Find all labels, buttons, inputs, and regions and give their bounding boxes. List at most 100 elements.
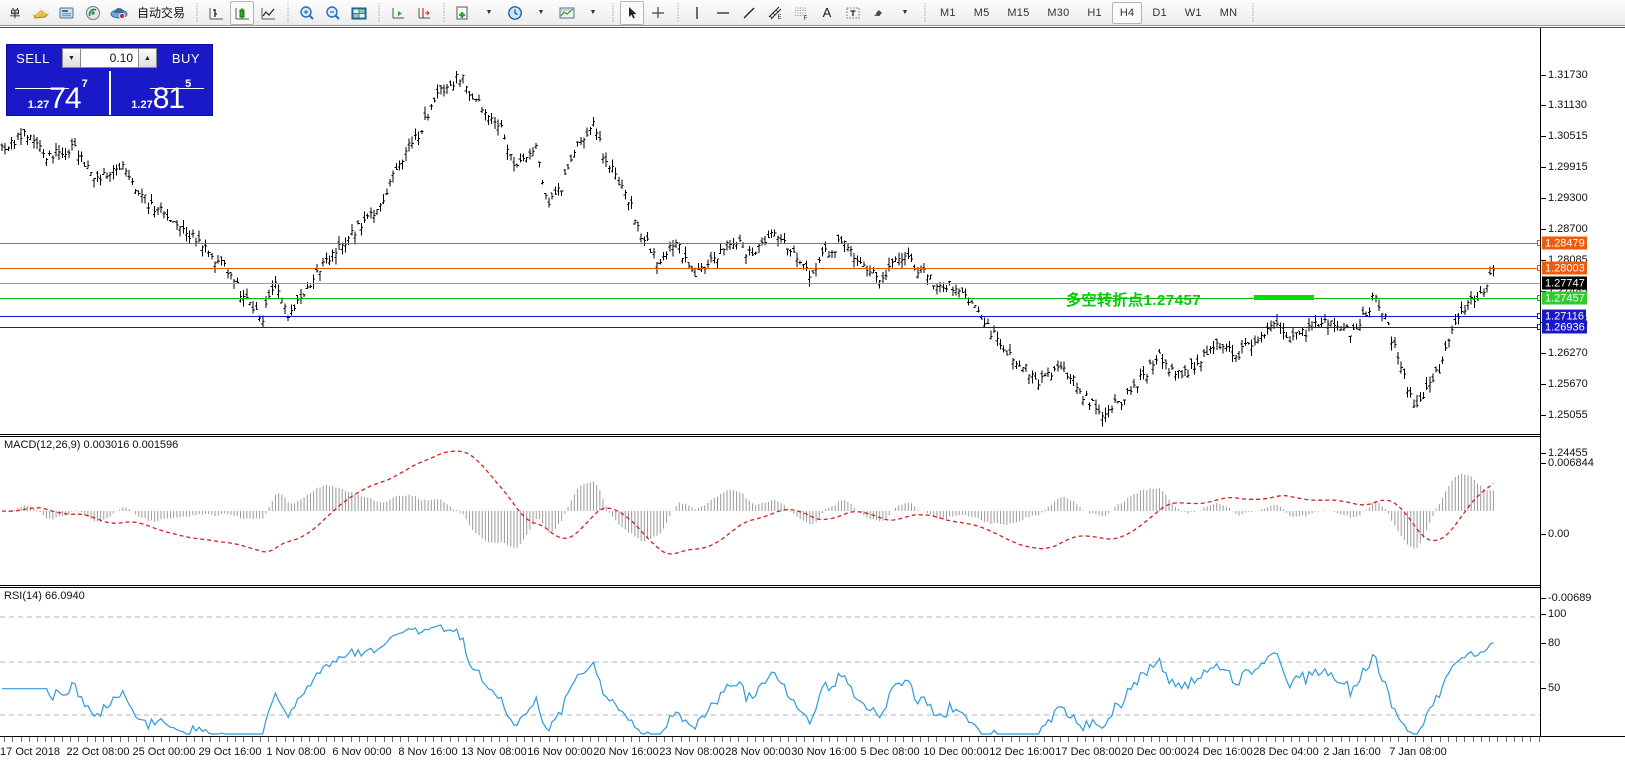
templates-icon[interactable] [555, 1, 579, 25]
news-icon[interactable] [55, 1, 79, 25]
chart-shift-icon[interactable] [412, 1, 436, 25]
autotrading-button[interactable]: 自动交易 [137, 6, 186, 20]
data-window-icon[interactable] [347, 1, 371, 25]
time-tick [895, 737, 896, 742]
time-axis-label: 2 Jan 16:00 [1323, 746, 1381, 758]
zoom-in-icon[interactable] [295, 1, 319, 25]
sell-button[interactable]: SELL [16, 50, 50, 66]
time-tick [730, 737, 731, 742]
price-tag-support-1[interactable]: 1.27116 [1542, 309, 1586, 323]
pane-separator-macd[interactable] [0, 434, 1625, 437]
time-axis-label: 28 Dec 04:00 [1253, 746, 1319, 758]
timeframe-m30[interactable]: M30 [1047, 6, 1070, 19]
text-label-icon[interactable]: A [822, 5, 832, 20]
level-line-support-1[interactable] [0, 316, 1540, 317]
time-tick [1101, 737, 1103, 742]
horizontal-line-icon[interactable] [711, 1, 735, 25]
time-tick [614, 737, 616, 742]
price-tag-resistance-2[interactable]: 1.28003 [1542, 261, 1587, 275]
timeframe-h1[interactable]: H1 [1087, 6, 1102, 19]
cursor-icon[interactable] [620, 0, 645, 25]
volume-increase-icon[interactable]: ▲ [138, 48, 157, 68]
bar-chart-icon[interactable] [204, 1, 228, 25]
period-dropdown[interactable]: ▼ [537, 9, 545, 16]
auto-scroll-icon[interactable] [386, 1, 410, 25]
price-tag-support-2[interactable]: 1.26936 [1542, 320, 1587, 334]
shapes-icon[interactable] [867, 1, 891, 25]
time-tick [680, 737, 682, 742]
line-chart-icon[interactable] [256, 1, 280, 25]
level-line-pivot[interactable] [0, 298, 1540, 299]
timeframe-h4[interactable]: H4 [1111, 1, 1143, 24]
pivot-annotation-bar[interactable] [1254, 295, 1314, 300]
zoom-out-icon[interactable] [321, 1, 345, 25]
time-tick [383, 737, 385, 742]
shapes-dropdown[interactable]: ▼ [901, 9, 909, 16]
level-line-support-2[interactable] [0, 327, 1540, 328]
volume-decrease-icon[interactable]: ▼ [62, 48, 81, 68]
price-tick [1541, 384, 1546, 385]
price-tag-resistance-1[interactable]: 1.28479 [1542, 236, 1587, 250]
one-click-trading-panel[interactable]: SELL ▼ 0.10 ▲ BUY 1.27 74 7 1.27 [6, 44, 213, 116]
time-tick [985, 737, 987, 742]
order-icon[interactable]: 单 [9, 7, 21, 20]
level-line-resistance-2[interactable] [0, 268, 1540, 269]
macd-pane[interactable]: MACD(12,26,9) 0.003016 0.001596 [0, 437, 1540, 585]
time-tick [144, 737, 146, 742]
price-tick [1541, 534, 1546, 535]
bar-icon[interactable] [29, 1, 53, 25]
time-axis-label: 10 Dec 00:00 [923, 746, 989, 758]
templates-dropdown[interactable]: ▼ [589, 9, 597, 16]
volume-stepper[interactable]: ▼ 0.10 ▲ [59, 45, 160, 71]
time-tick [936, 737, 938, 742]
macd-plot [1, 450, 1494, 555]
period-icon[interactable] [503, 1, 527, 25]
text-icon[interactable] [841, 1, 865, 25]
price-tick [1541, 105, 1546, 106]
time-tick [1109, 737, 1111, 742]
rsi-pane[interactable]: RSI(14) 66.0940 [0, 588, 1540, 736]
price-pane[interactable] [0, 28, 1540, 434]
time-tick [457, 737, 459, 742]
timeframe-m15[interactable]: M15 [1007, 6, 1030, 19]
time-tick [28, 737, 30, 742]
time-tick [1010, 737, 1012, 742]
volume-input[interactable]: 0.10 [81, 48, 138, 68]
vertical-line-icon[interactable] [685, 1, 709, 25]
time-tick [292, 737, 294, 742]
level-line-resistance-1[interactable] [0, 243, 1540, 244]
crosshair-icon[interactable] [646, 1, 670, 25]
time-tick [226, 737, 228, 742]
price-tag-pivot[interactable]: 1.27457 [1542, 291, 1587, 305]
timeframe-w1[interactable]: W1 [1184, 6, 1202, 19]
time-tick [1208, 737, 1210, 742]
time-tick [1241, 737, 1243, 742]
toolbar-separator [375, 2, 383, 23]
buy-price-display[interactable]: 1.27 81 5 [108, 71, 213, 115]
time-scale[interactable]: 17 Oct 2018 22 Oct 08:00 25 Oct 00:00 29 Oc… [0, 736, 1625, 768]
new-chart-icon[interactable] [451, 1, 475, 25]
candlestick-icon[interactable] [230, 0, 255, 25]
time-tick [301, 737, 302, 742]
pivot-annotation-text[interactable]: 多空转折点1.27457 [1066, 292, 1202, 309]
time-tick [1390, 737, 1391, 742]
signal-icon[interactable] [81, 1, 105, 25]
trendline-icon[interactable] [737, 1, 761, 25]
buy-price-sup: 5 [185, 78, 192, 90]
toolbar-separator [284, 2, 292, 23]
equidistant-channel-icon[interactable]: E [763, 1, 787, 25]
timeframe-m5[interactable]: M5 [973, 6, 990, 19]
fibonacci-icon[interactable]: F [789, 1, 813, 25]
price-scale[interactable]: 1.31730 1.31130 1.30515 1.29915 1.29300 1.287… [1540, 28, 1625, 747]
pane-separator-rsi[interactable] [0, 585, 1625, 588]
price-tick [1541, 75, 1546, 76]
timeframe-m1[interactable]: M1 [940, 6, 956, 19]
timeframe-d1[interactable]: D1 [1152, 6, 1167, 19]
timeframe-mn[interactable]: MN [1219, 6, 1238, 19]
hat-icon[interactable] [107, 1, 131, 25]
chart-window[interactable]: ▲GBPUSD-,H4 1.27692 1.27809 1.27629 1.27… [0, 27, 1625, 768]
buy-button[interactable]: BUY [171, 50, 201, 66]
time-tick [1249, 737, 1251, 742]
new-chart-dropdown[interactable]: ▼ [485, 9, 493, 16]
sell-price-display[interactable]: 1.27 74 7 [7, 71, 109, 115]
